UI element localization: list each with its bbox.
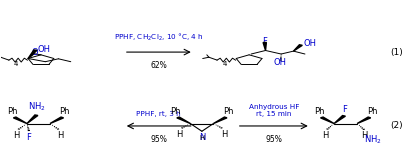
Polygon shape <box>28 50 37 58</box>
Text: H: H <box>361 131 368 140</box>
Text: 95%: 95% <box>150 135 167 144</box>
Text: H: H <box>57 131 64 140</box>
Text: H: H <box>176 130 183 139</box>
Text: H: H <box>199 135 204 141</box>
Text: Ph: Ph <box>223 107 234 116</box>
Text: (1): (1) <box>391 48 403 57</box>
Polygon shape <box>321 117 334 124</box>
Text: H: H <box>13 131 19 140</box>
Text: Ph: Ph <box>7 107 17 116</box>
Polygon shape <box>263 42 267 51</box>
Text: 4: 4 <box>14 61 19 67</box>
Polygon shape <box>213 117 227 124</box>
Text: O: O <box>32 48 39 57</box>
Text: Ph: Ph <box>59 107 70 116</box>
Text: OH: OH <box>304 39 317 48</box>
Text: PPHF, rt, 3 h: PPHF, rt, 3 h <box>136 111 181 117</box>
Text: F: F <box>27 133 31 142</box>
Polygon shape <box>334 116 345 124</box>
Polygon shape <box>177 117 190 124</box>
Text: Ph: Ph <box>367 107 377 116</box>
Text: (2): (2) <box>391 122 403 130</box>
Text: N: N <box>199 133 205 142</box>
Text: OH: OH <box>274 58 287 67</box>
Text: 4: 4 <box>222 61 227 67</box>
Text: 62%: 62% <box>150 61 167 70</box>
Text: OH: OH <box>38 45 51 53</box>
Text: F: F <box>342 105 347 114</box>
Text: F: F <box>262 37 267 46</box>
Text: 95%: 95% <box>265 135 282 144</box>
Text: NH$_2$: NH$_2$ <box>28 101 46 113</box>
Text: H: H <box>322 131 328 140</box>
Text: Ph: Ph <box>171 107 181 116</box>
Text: PPHF, CH$_2$Cl$_2$, 10 °C, 4 h: PPHF, CH$_2$Cl$_2$, 10 °C, 4 h <box>114 32 204 43</box>
Polygon shape <box>293 45 302 51</box>
Text: H: H <box>221 130 227 139</box>
Polygon shape <box>13 117 27 124</box>
Polygon shape <box>50 117 63 124</box>
Polygon shape <box>27 115 38 124</box>
Polygon shape <box>357 117 371 124</box>
Text: Ph: Ph <box>314 107 325 116</box>
Text: Anhydrous HF
rt, 15 min: Anhydrous HF rt, 15 min <box>248 104 299 117</box>
Text: NH$_2$: NH$_2$ <box>365 133 382 146</box>
